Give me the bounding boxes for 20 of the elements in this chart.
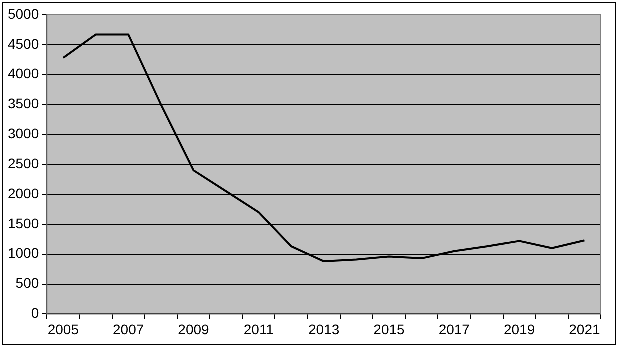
- x-tick-label: 2021: [569, 321, 600, 338]
- y-tick-label: 500: [16, 275, 40, 292]
- x-tick-label: 2013: [308, 321, 340, 338]
- y-tick-label: 5000: [8, 6, 40, 22]
- x-tick-label: 2009: [178, 321, 210, 338]
- x-tick-label: 2017: [438, 321, 470, 338]
- y-tick-label: 3000: [8, 126, 40, 142]
- y-tick-label: 0: [31, 305, 40, 322]
- x-tick-label: 2015: [374, 321, 406, 338]
- x-tick-label: 2005: [48, 321, 80, 338]
- y-tick-label: 1500: [8, 215, 40, 232]
- x-tick-label: 2007: [113, 321, 144, 338]
- x-tick-label: 2011: [244, 321, 274, 338]
- y-tick-label: 3500: [8, 96, 40, 112]
- y-tick-label: 4000: [8, 66, 40, 82]
- y-tick-label: 2500: [8, 155, 40, 172]
- y-tick-label: 2000: [8, 185, 40, 202]
- x-tick-label: 2019: [504, 321, 536, 338]
- y-tick-label: 4500: [8, 36, 40, 52]
- y-tick-label: 1000: [8, 245, 40, 262]
